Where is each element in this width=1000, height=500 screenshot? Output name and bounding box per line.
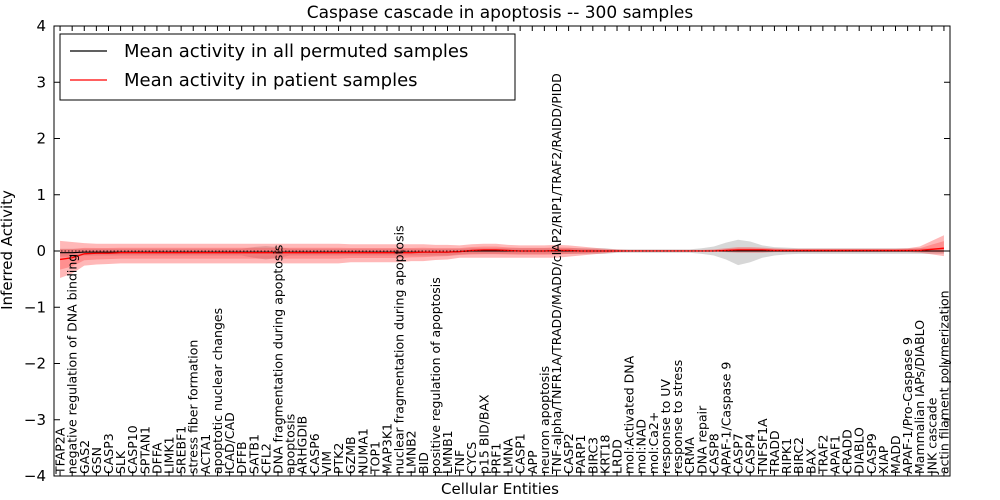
category-label: MADD — [888, 435, 903, 474]
category-label: DFFA — [149, 442, 164, 474]
category-label: nuclear fragmentation during apoptosis — [392, 225, 407, 474]
category-label: RIPK1 — [779, 438, 794, 474]
category-label: TNFSF1A — [755, 418, 770, 475]
category-label: Mammalian IAPs/DIABLO — [912, 320, 927, 474]
category-label: APP — [525, 450, 540, 474]
category-label: APAF-1/Pro-Caspase 9 — [900, 337, 915, 474]
band-patient-inner — [60, 241, 944, 270]
y-axis-label: Inferred Activity — [0, 190, 16, 310]
category-label: SREBF1 — [174, 426, 189, 474]
category-label: LMNB2 — [404, 430, 419, 474]
category-label: TNF-alpha/TNFR1A/TRADD/MADD/cIAP2/RIP1/T… — [549, 73, 564, 475]
chart-title: Caspase cascade in apoptosis -- 300 samp… — [307, 3, 694, 23]
category-label: CFL2 — [258, 443, 273, 474]
category-label: CASP1 — [513, 433, 528, 474]
category-label: GAS2 — [77, 440, 92, 474]
category-label: DFFB — [234, 441, 249, 474]
x-axis — [59, 26, 945, 476]
category-label: TRAF2 — [815, 434, 830, 475]
y-tick-label: −3 — [24, 411, 46, 429]
y-tick-label: 2 — [36, 130, 46, 148]
category-label: SPTAN1 — [137, 426, 152, 474]
category-label: mol:Ca2+ — [646, 412, 661, 474]
category-label: DNA fragmentation during apoptosis — [271, 245, 286, 474]
category-label: CASP4 — [743, 433, 758, 474]
y-tick-label: 4 — [36, 17, 46, 35]
y-tick-label: −2 — [24, 355, 46, 373]
legend-label-permuted: Mean activity in all permuted samples — [124, 41, 468, 62]
category-label: XIAP — [876, 445, 891, 474]
category-label: CRMA — [682, 437, 697, 474]
category-label: CASP3 — [101, 433, 116, 474]
category-label: CASP10 — [125, 425, 140, 474]
y-tick-label: 1 — [36, 186, 46, 204]
category-label: neuron apoptosis — [537, 366, 552, 474]
category-label: ACTA1 — [198, 434, 213, 474]
category-label: apoptotic nuclear changes — [210, 308, 225, 474]
y-tick-label: 3 — [36, 73, 46, 91]
category-label: BIRC2 — [791, 437, 806, 474]
category-label: actin filament polymerization — [936, 290, 951, 474]
category-label: LMNB1 — [440, 430, 455, 474]
x-axis-label: Cellular Entities — [441, 480, 559, 498]
category-label: negative regulation of DNA binding — [65, 254, 80, 474]
category-label: APAF1 — [827, 435, 842, 474]
category-label: GSN — [89, 447, 104, 474]
category-label: CASP8 — [706, 433, 721, 474]
legend-box — [59, 33, 516, 101]
category-label: stress fiber formation — [186, 340, 201, 474]
category-label: mol:Activated DNA — [622, 355, 637, 474]
band-patient — [60, 235, 944, 278]
category-label: CASP9 — [864, 433, 879, 474]
category-label: SLK — [113, 450, 128, 474]
category-label: response to UV — [658, 379, 673, 474]
category-label: JNK cascade — [924, 397, 939, 475]
y-axis: −4 −3 −2 −1 0 1 2 3 4 — [24, 17, 950, 485]
series-line-patient — [59, 247, 945, 261]
category-label: NUMA1 — [355, 428, 370, 474]
band-permuted — [60, 239, 944, 266]
category-label: MAP3K1 — [379, 423, 394, 474]
category-label: VIM — [319, 451, 334, 474]
category-label: TOP1 — [367, 441, 382, 475]
category-label: p15 BID/BAX — [476, 394, 491, 474]
y-tick-label: −1 — [24, 298, 46, 316]
category-label: BIRC3 — [585, 437, 600, 474]
legend: Mean activity in all permuted samples Me… — [59, 33, 516, 101]
category-label: DNA repair — [694, 405, 709, 474]
category-label: CRADD — [840, 429, 855, 474]
category-label: CASP2 — [561, 433, 576, 474]
category-label: PARP1 — [573, 435, 588, 474]
confidence-bands — [60, 235, 944, 278]
category-label: ARHGDIB — [295, 416, 310, 474]
category-label: DIABLO — [852, 427, 867, 474]
category-label: SATB1 — [246, 434, 261, 474]
category-label: TFAP2A — [53, 427, 68, 475]
legend-label-patient: Mean activity in patient samples — [124, 70, 418, 91]
category-label: BAX — [803, 448, 818, 474]
category-label: apoptosis — [283, 414, 298, 474]
category-label: CASP6 — [307, 433, 322, 474]
category-label: response to stress — [670, 360, 685, 474]
category-label: TNF — [452, 450, 467, 475]
category-label: CASP7 — [731, 433, 746, 474]
category-label: ICAD/CAD — [222, 412, 237, 474]
category-label: mol:NAD — [634, 419, 649, 474]
category-label: PTK2 — [331, 443, 346, 474]
category-label: LIMK1 — [162, 436, 177, 474]
category-label: LMNA — [501, 438, 516, 474]
category-label: PRF1 — [488, 443, 503, 474]
category-label: positive regulation of apoptosis — [428, 277, 443, 474]
category-label: TRADD — [767, 430, 782, 475]
category-label: APAF-1/Caspase 9 — [719, 362, 734, 474]
category-label: LRDD — [610, 439, 625, 474]
category-label: KRT18 — [597, 434, 612, 474]
y-tick-label: −4 — [24, 467, 46, 485]
y-tick-label: 0 — [36, 242, 46, 260]
category-label: CYCS — [464, 442, 479, 474]
category-label: BID — [416, 452, 431, 474]
category-label: GZMB — [343, 436, 358, 474]
